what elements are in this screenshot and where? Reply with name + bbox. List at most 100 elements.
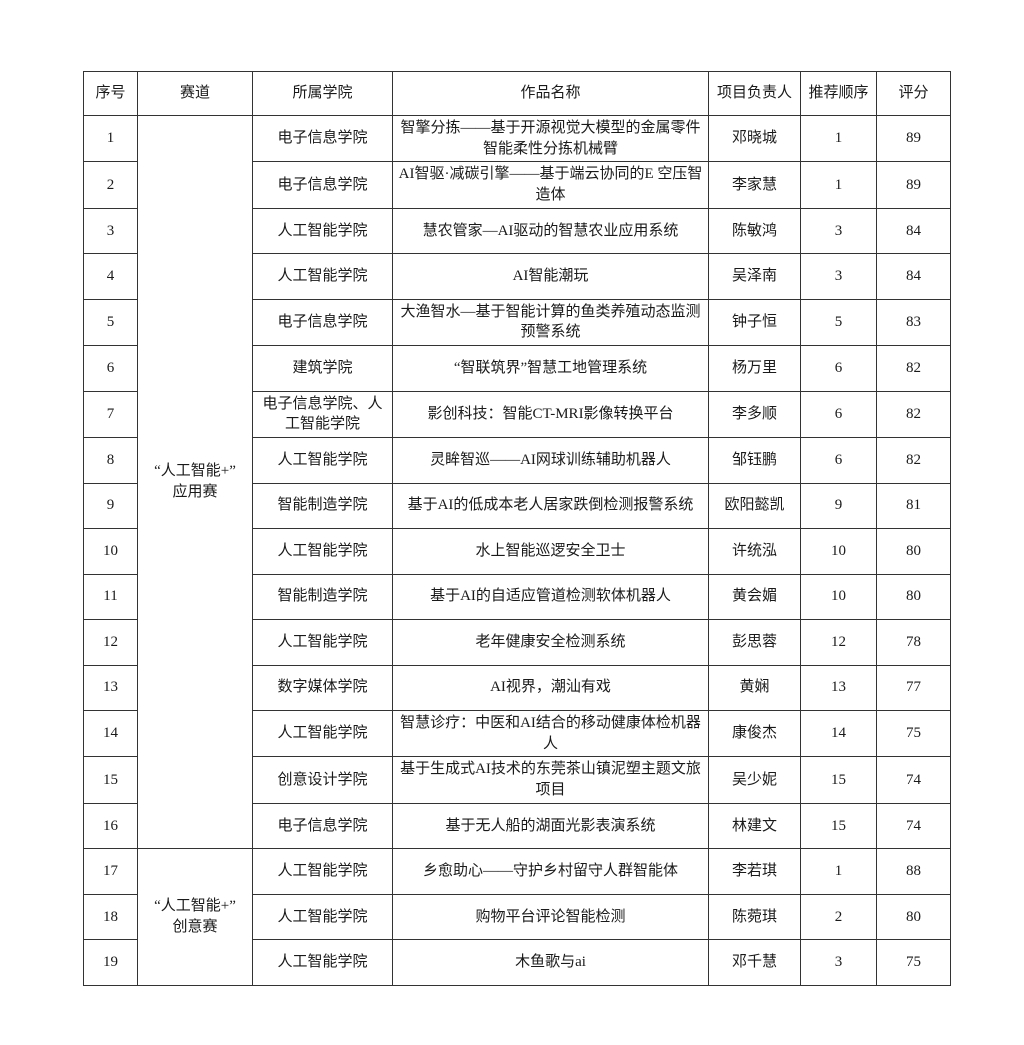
title-cell: 基于无人船的湖面光影表演系统 <box>392 802 709 850</box>
college-cell: 人工智能学院 <box>252 893 393 941</box>
title-cell: 基于AI的低成本老人居家跌倒检测报警系统 <box>392 482 709 529</box>
track-label-line1: “人工智能+” <box>154 463 236 480</box>
title-cell: 老年健康安全检测系统 <box>392 619 709 666</box>
college-cell: 建筑学院 <box>252 345 393 392</box>
score-cell: 75 <box>876 939 951 986</box>
order-cell: 15 <box>800 802 877 850</box>
track-label-line2: 应用赛 <box>172 484 218 501</box>
leader-cell: 彭思蓉 <box>708 619 801 666</box>
score-cell: 82 <box>876 390 951 439</box>
serial-cell: 13 <box>83 664 138 711</box>
leader-cell: 许统泓 <box>708 528 801 575</box>
title-cell: 影创科技：智能CT-MRI影像转换平台 <box>392 390 709 439</box>
serial-cell: 6 <box>83 345 138 392</box>
order-cell: 6 <box>800 390 877 439</box>
college-cell: 创意设计学院 <box>252 756 393 804</box>
leader-cell: 陈敏鸿 <box>708 207 801 255</box>
title-cell: AI视界，潮汕有戏 <box>392 664 709 711</box>
table-row: 8 人工智能学院 灵眸智巡——AI网球训练辅助机器人 邹钰鹏 6 82 <box>83 437 951 484</box>
title-cell: 慧农管家—AI驱动的智慧农业应用系统 <box>392 207 709 255</box>
serial-cell: 19 <box>83 939 138 986</box>
score-cell: 81 <box>876 482 951 529</box>
order-cell: 3 <box>800 939 877 986</box>
score-cell: 88 <box>876 848 951 895</box>
title-cell: 智擎分拣——基于开源视觉大模型的金属零件智能柔性分拣机械臂 <box>392 114 709 163</box>
title-cell: 大渔智水—基于智能计算的鱼类养殖动态监测预警系统 <box>392 298 709 347</box>
track-cell-creative: “人工智能+” 创意赛 <box>137 848 253 986</box>
leader-cell: 吴少妮 <box>708 756 801 804</box>
leader-cell: 黄会媚 <box>708 573 801 620</box>
score-cell: 84 <box>876 207 951 255</box>
table-row: 17 “人工智能+” 创意赛 人工智能学院 乡愈助心——守护乡村留守人群智能体 … <box>83 848 951 986</box>
leader-cell: 邓千慧 <box>708 939 801 986</box>
title-cell: 基于AI的自适应管道检测软体机器人 <box>392 573 709 620</box>
header-college: 所属学院 <box>252 71 393 116</box>
college-cell: 人工智能学院 <box>252 939 393 986</box>
order-cell: 3 <box>800 207 877 255</box>
college-cell: 电子信息学院 <box>252 114 393 163</box>
college-cell: 人工智能学院 <box>252 207 393 255</box>
score-cell: 89 <box>876 114 951 163</box>
score-cell: 74 <box>876 756 951 804</box>
serial-cell: 4 <box>83 253 138 300</box>
college-cell: 数字媒体学院 <box>252 664 393 711</box>
title-cell: 基于生成式AI技术的东莞茶山镇泥塑主题文旅项目 <box>392 756 709 804</box>
college-cell: 人工智能学院 <box>252 253 393 300</box>
order-cell: 12 <box>800 619 877 666</box>
title-cell: 购物平台评论智能检测 <box>392 893 709 941</box>
title-cell: 水上智能巡逻安全卫士 <box>392 528 709 575</box>
title-cell: AI智能潮玩 <box>392 253 709 300</box>
serial-cell: 9 <box>83 482 138 529</box>
table-row: 9 智能制造学院 基于AI的低成本老人居家跌倒检测报警系统 欧阳懿凯 9 81 <box>83 482 951 529</box>
header-score: 评分 <box>876 71 951 116</box>
score-cell: 78 <box>876 619 951 666</box>
table-row: 10 人工智能学院 水上智能巡逻安全卫士 许统泓 10 80 <box>83 528 951 575</box>
header-order: 推荐顺序 <box>800 71 877 116</box>
serial-cell: 18 <box>83 893 138 941</box>
order-cell: 1 <box>800 114 877 163</box>
score-cell: 84 <box>876 253 951 300</box>
college-cell: 人工智能学院 <box>252 619 393 666</box>
college-cell: 人工智能学院 <box>252 528 393 575</box>
score-cell: 77 <box>876 664 951 711</box>
leader-cell: 黄娴 <box>708 664 801 711</box>
table-row: 5 电子信息学院 大渔智水—基于智能计算的鱼类养殖动态监测预警系统 钟子恒 5 … <box>83 298 951 347</box>
table-row: 18 人工智能学院 购物平台评论智能检测 陈菀琪 2 80 <box>83 893 951 941</box>
score-cell: 82 <box>876 437 951 484</box>
leader-cell: 钟子恒 <box>708 298 801 347</box>
leader-cell: 邹钰鹏 <box>708 437 801 484</box>
score-cell: 89 <box>876 161 951 209</box>
leader-cell: 杨万里 <box>708 345 801 392</box>
order-cell: 6 <box>800 345 877 392</box>
score-cell: 75 <box>876 709 951 758</box>
table-row: 6 建筑学院 “智联筑界”智慧工地管理系统 杨万里 6 82 <box>83 345 951 392</box>
table-body: 1 “人工智能+” 应用赛 电子信息学院 智擎分拣——基于开源视觉大模型的金属零… <box>83 114 951 986</box>
header-track: 赛道 <box>137 71 253 116</box>
table-row: 4 人工智能学院 AI智能潮玩 吴泽南 3 84 <box>83 253 951 300</box>
table-row: 2 电子信息学院 AI智驱·减碳引擎——基于端云协同的E 空压智造体 李家慧 1… <box>83 161 951 209</box>
order-cell: 15 <box>800 756 877 804</box>
college-cell: 电子信息学院、人工智能学院 <box>252 390 393 439</box>
score-cell: 74 <box>876 802 951 850</box>
title-cell: AI智驱·减碳引擎——基于端云协同的E 空压智造体 <box>392 161 709 209</box>
college-cell: 人工智能学院 <box>252 709 393 758</box>
order-cell: 13 <box>800 664 877 711</box>
serial-cell: 16 <box>83 802 138 850</box>
college-cell: 人工智能学院 <box>252 437 393 484</box>
track-cell-application: “人工智能+” 应用赛 <box>137 114 253 850</box>
header-title: 作品名称 <box>392 71 709 116</box>
table-row: 15 创意设计学院 基于生成式AI技术的东莞茶山镇泥塑主题文旅项目 吴少妮 15… <box>83 756 951 804</box>
leader-cell: 李若琪 <box>708 848 801 895</box>
track-label-line2: 创意赛 <box>172 919 218 935</box>
order-cell: 6 <box>800 437 877 484</box>
serial-cell: 14 <box>83 709 138 758</box>
table-row: 16 电子信息学院 基于无人船的湖面光影表演系统 林建文 15 74 <box>83 802 951 850</box>
leader-cell: 李家慧 <box>708 161 801 209</box>
leader-cell: 林建文 <box>708 802 801 850</box>
college-cell: 电子信息学院 <box>252 298 393 347</box>
table-row: 7 电子信息学院、人工智能学院 影创科技：智能CT-MRI影像转换平台 李多顺 … <box>83 390 951 439</box>
track-label-line1: “人工智能+” <box>154 898 236 915</box>
order-cell: 1 <box>800 161 877 209</box>
order-cell: 14 <box>800 709 877 758</box>
